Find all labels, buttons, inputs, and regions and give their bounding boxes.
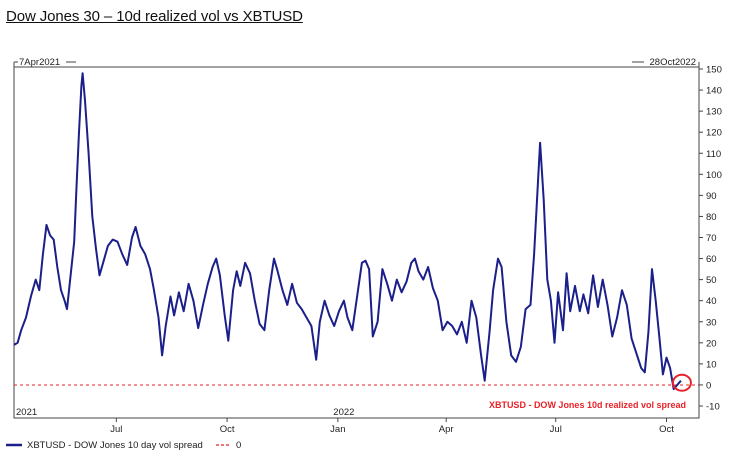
y-tick-label: -10	[706, 402, 720, 413]
annotation-circle	[671, 373, 692, 392]
y-tick-label: 110	[706, 149, 721, 160]
x-tick-label: Oct	[220, 424, 235, 435]
plot-frame	[13, 66, 700, 419]
x-axis: 2021 Jul Oct Jan 2022 Apr Jul Oct	[16, 407, 674, 435]
y-tick-label: 140	[706, 86, 722, 97]
y-tick-label: 90	[706, 191, 717, 202]
y-tick-label: 40	[706, 296, 717, 307]
x-tick-label: Jul	[110, 424, 122, 435]
y-tick-label: 70	[706, 233, 717, 244]
x-year-label: 2022	[333, 407, 354, 418]
y-tick-label: 100	[706, 170, 722, 181]
legend-zero-label: 0	[236, 440, 241, 451]
y-tick-label: 150	[706, 65, 722, 76]
y-tick-label: 130	[706, 107, 722, 118]
y-tick-label: 80	[706, 212, 717, 223]
x-tick-label: Jan	[330, 424, 345, 435]
y-tick-label: 20	[706, 338, 717, 349]
y-tick-label: 60	[706, 254, 717, 265]
annotation-text: XBTUSD - DOW Jones 10d realized vol spre…	[489, 400, 686, 410]
range-end-label: 28Oct2022	[650, 57, 696, 68]
y-tick-label: 10	[706, 359, 717, 370]
y-tick-label: 50	[706, 275, 717, 286]
range-start-label: 7Apr2021	[19, 57, 60, 68]
x-year-label: 2021	[16, 407, 37, 418]
x-tick-label: Apr	[439, 424, 454, 435]
y-tick-label: 30	[706, 317, 717, 328]
x-tick-label: Oct	[659, 424, 674, 435]
series-line	[13, 72, 682, 391]
y-tick-label: 120	[706, 128, 722, 139]
x-tick-label: Jul	[550, 424, 562, 435]
chart-title: Dow Jones 30 – 10d realized vol vs XBTUS…	[6, 8, 303, 25]
legend-series-label: XBTUSD - DOW Jones 10 day vol spread	[27, 440, 203, 451]
y-tick-label: 0	[706, 380, 711, 391]
